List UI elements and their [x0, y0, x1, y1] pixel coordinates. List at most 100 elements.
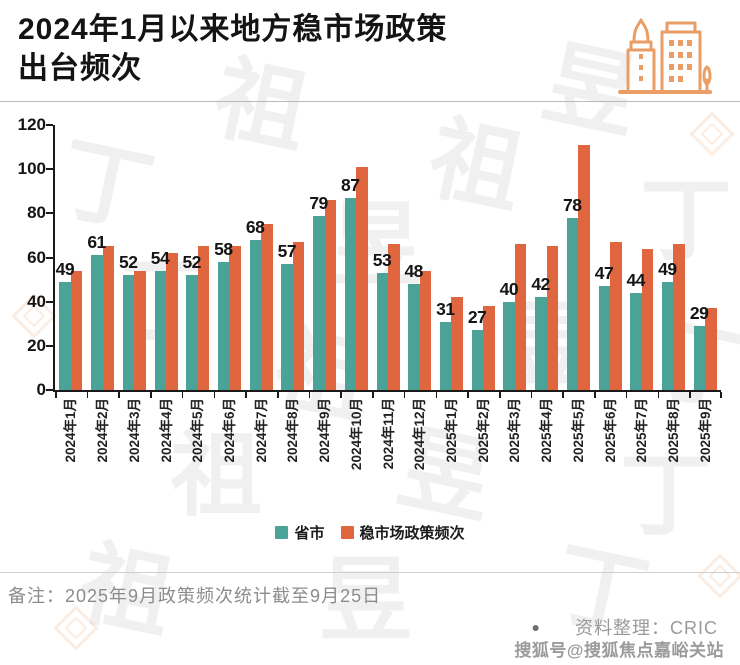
bar-省市: [313, 215, 325, 390]
bar-省市: [376, 272, 388, 390]
bar-省市: [408, 284, 420, 390]
x-axis-label: 2024年11月: [380, 398, 396, 470]
bar-省市: [154, 270, 166, 390]
bar-省市: [217, 261, 230, 390]
x-axis-label: 2025年6月: [602, 398, 618, 463]
bar-稳市场政策频次: [102, 246, 115, 390]
legend-swatch-icon: [340, 526, 354, 539]
y-tick: [46, 256, 53, 259]
x-axis-line: [53, 390, 721, 392]
legend-item-省市: 省市: [275, 522, 325, 543]
bar-省市: [186, 275, 198, 390]
bar-label: 58: [214, 238, 233, 259]
bar-label: 49: [658, 258, 677, 279]
footer-divider: [0, 572, 740, 573]
bar-省市: [566, 217, 579, 390]
x-tick: [657, 392, 660, 398]
legend-label: 稳市场政策频次: [359, 525, 465, 542]
x-axis-label: 2025年4月: [539, 398, 555, 463]
y-tick-label: 20: [27, 335, 46, 355]
bar-label: 27: [467, 307, 487, 328]
bar-省市: [630, 292, 642, 390]
legend-label: 省市: [294, 525, 325, 542]
y-axis-line: [53, 125, 55, 390]
y-tick: [46, 344, 53, 347]
x-axis-label: 2025年7月: [634, 398, 650, 463]
x-tick: [55, 392, 57, 398]
x-tick: [213, 392, 216, 398]
bar-label: 57: [277, 241, 297, 262]
bar-稳市场政策频次: [546, 246, 559, 390]
bar-label: 42: [531, 274, 550, 295]
bar-稳市场政策频次: [166, 253, 178, 390]
x-axis-label: 2025年8月: [665, 398, 681, 463]
buildings-icon: [614, 10, 714, 105]
bar-省市: [661, 281, 674, 390]
y-tick: [46, 124, 53, 126]
x-tick: [308, 392, 311, 398]
bar-稳市场政策频次: [514, 244, 527, 390]
bar-label: 68: [245, 216, 265, 237]
x-tick: [625, 392, 628, 398]
bar-省市: [249, 239, 262, 390]
x-axis-label: 2024年10月: [348, 398, 364, 471]
bar-稳市场政策频次: [610, 242, 622, 390]
x-axis-label: 2025年9月: [697, 398, 713, 463]
bar-稳市场政策频次: [578, 144, 590, 390]
bar-省市: [59, 281, 71, 390]
bar-稳市场政策频次: [641, 248, 654, 390]
bar-省市: [91, 255, 103, 390]
bar-稳市场政策频次: [134, 270, 146, 390]
x-tick: [118, 392, 120, 398]
x-tick: [720, 392, 722, 398]
bar-label: 40: [499, 278, 519, 299]
legend-swatch-icon: [275, 526, 289, 539]
y-tick-label: 40: [27, 291, 46, 311]
bar-label: 52: [182, 252, 201, 273]
bar-省市: [693, 325, 706, 390]
bar-稳市场政策频次: [261, 224, 273, 390]
y-tick-label: 60: [27, 247, 46, 267]
x-axis-label: 2024年5月: [190, 398, 206, 463]
y-tick-label: 0: [36, 380, 46, 399]
y-tick-label: 80: [27, 203, 46, 223]
x-tick: [181, 392, 184, 398]
bar-省市: [503, 301, 515, 390]
x-tick: [530, 392, 533, 398]
bar-label: 47: [594, 263, 614, 284]
page-title-line1: 2024年1月以来地方稳市场政策: [18, 13, 448, 46]
x-tick: [245, 392, 247, 398]
bar-label: 48: [404, 261, 423, 281]
bar-稳市场政策频次: [197, 246, 210, 390]
bar-省市: [281, 264, 293, 390]
bar-稳市场政策频次: [673, 244, 685, 390]
x-axis-label: 2024年3月: [126, 398, 142, 463]
x-axis-label: 2024年7月: [253, 398, 269, 463]
source-line: ● 资料整理：CRIC: [532, 614, 718, 640]
bar-稳市场政策频次: [388, 244, 400, 390]
legend-item-稳市场政策频次: 稳市场政策频次: [340, 522, 465, 543]
bar-label: 87: [341, 174, 360, 195]
header-divider: [0, 101, 740, 102]
x-axis-label: 2025年3月: [507, 398, 523, 463]
bar-label: 52: [119, 252, 138, 273]
x-axis-label: 2024年2月: [95, 398, 111, 463]
y-tick: [46, 389, 53, 391]
y-tick: [46, 300, 53, 303]
bar-稳市场政策频次: [70, 270, 83, 390]
bar-省市: [122, 275, 135, 390]
bar-label: 54: [150, 247, 170, 268]
bar-稳市场政策频次: [451, 297, 463, 390]
bar-省市: [598, 286, 610, 390]
source-text: 资料整理：CRIC: [575, 618, 718, 638]
bar-省市: [471, 330, 484, 390]
bar-稳市场政策频次: [229, 246, 241, 390]
bar-label: 78: [563, 194, 582, 215]
x-axis-label: 2024年9月: [317, 398, 333, 463]
y-tick: [46, 168, 53, 171]
bar-label: 29: [689, 302, 709, 323]
x-axis-label: 2024年6月: [221, 398, 237, 463]
bar-省市: [439, 321, 452, 390]
x-axis-label: 2025年5月: [570, 398, 586, 463]
